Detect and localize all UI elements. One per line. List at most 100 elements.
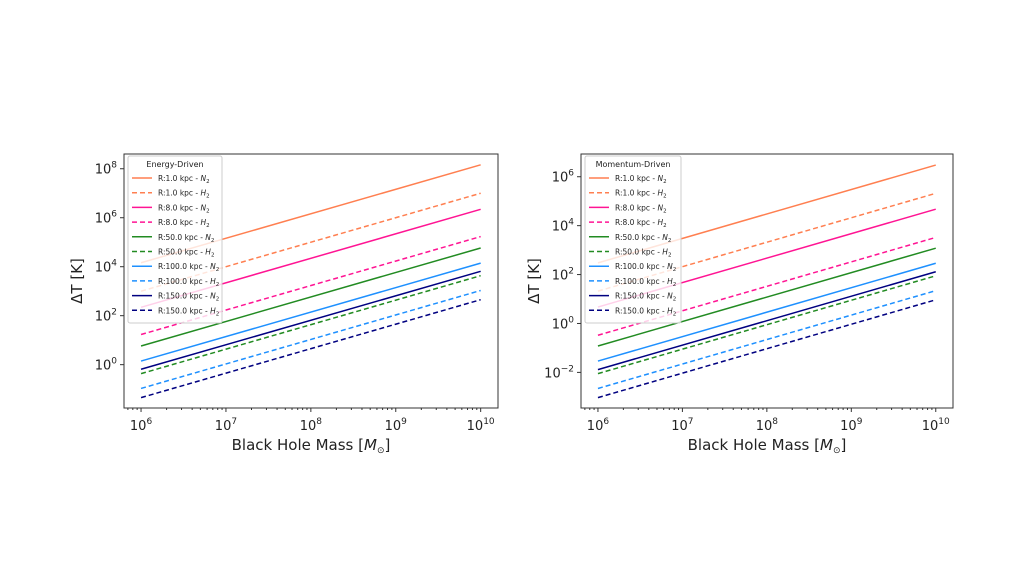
tick-exponent: 9 [401,417,407,427]
x-tick-label: 106 [587,417,610,434]
legend-sub: 2 [216,311,220,317]
tick-exponent: 4 [111,259,117,269]
legend-sub: 2 [668,253,672,259]
tick-exponent: 7 [688,417,694,427]
legend-gas: H [201,218,207,227]
tick-exponent: 8 [772,417,778,427]
legend-radius: R:50.0 kpc - [158,248,205,257]
legend-sub: 2 [206,179,210,185]
tick-base: 10 [544,366,561,381]
x-axis-label: Black Hole Mass [M⊙] [688,436,847,456]
legend-sub: 2 [663,194,667,200]
y-tick-label: 102 [95,308,117,325]
legend-gas: H [667,306,673,315]
legend-gas: H [662,248,668,257]
legend-entry: R:150.0 kpc - N2 [158,292,219,303]
series-line-r-100-0-kpc-n2 [140,262,481,362]
legend-sub: 2 [673,297,677,303]
legend-entry: R:50.0 kpc - N2 [615,233,671,244]
legend-entry: R:1.0 kpc - H2 [158,189,210,200]
y-tick-label: 104 [95,259,118,276]
legend-radius: R:50.0 kpc - [615,248,662,257]
legend-radius: R:1.0 kpc - [615,189,658,198]
x-label-text: Black Hole Mass [ [232,436,364,454]
series-line-r-50-0-kpc-h2 [597,275,936,375]
tick-exponent: 9 [857,417,863,427]
legend-entry: R:1.0 kpc - N2 [158,174,210,185]
x-axis-label: Black Hole Mass [M⊙] [232,436,391,456]
y-axis-label: ΔT [K] [68,258,86,304]
legend-gas: H [205,248,211,257]
tick-base: 10 [130,419,147,434]
y-tick-label: 100 [552,315,575,332]
legend-radius: R:1.0 kpc - [615,174,658,183]
tick-exponent: 2 [568,267,574,277]
tick-exponent: 0 [568,315,574,325]
x-label-close: ] [385,436,391,454]
legend-entry: R:1.0 kpc - H2 [615,189,667,200]
legend-radius: R:100.0 kpc - [158,262,210,271]
tick-base: 10 [95,212,112,227]
legend-sub: 2 [216,267,220,273]
legend-entry: R:150.0 kpc - N2 [615,292,676,303]
tick-base: 10 [95,163,112,178]
tick-exponent: −2 [561,364,574,374]
legend-entry: R:50.0 kpc - H2 [615,248,671,259]
legend-sub: 2 [206,223,210,229]
legend-entry: R:8.0 kpc - N2 [615,203,667,214]
legend-radius: R:50.0 kpc - [615,233,662,242]
legend-gas: N [658,203,664,212]
x-tick-label: 109 [840,417,863,434]
tick-base: 10 [840,419,857,434]
legend-gas: N [662,233,668,242]
legend-gas: H [210,277,216,286]
legend-sub: 2 [673,282,677,288]
legend-sub: 2 [211,253,215,259]
tick-base: 10 [95,310,112,325]
x-label-sub: ⊙ [377,446,385,456]
legend-radius: R:8.0 kpc - [158,218,201,227]
tick-base: 10 [671,419,688,434]
legend-gas: N [658,174,664,183]
legend-gas: N [210,262,216,271]
legend-radius: R:8.0 kpc - [615,218,658,227]
legend-radius: R:1.0 kpc - [158,174,201,183]
y-tick-label: 106 [95,210,118,227]
legend-title: Energy-Driven [146,160,203,169]
x-tick-label: 1010 [467,417,495,434]
legend-entry: R:1.0 kpc - N2 [615,174,667,185]
tick-base: 10 [552,220,569,235]
legend-entry: R:50.0 kpc - H2 [158,248,214,259]
series-line-r-150-0-kpc-n2 [597,271,936,371]
tick-exponent: 0 [111,357,117,367]
x-tick-label: 107 [215,417,237,434]
y-tick-label: 104 [552,218,575,235]
tick-exponent: 6 [568,169,574,179]
legend-radius: R:50.0 kpc - [158,233,205,242]
legend-sub: 2 [673,311,677,317]
legend-radius: R:150.0 kpc - [158,306,210,315]
legend-radius: R:150.0 kpc - [615,292,667,301]
tick-exponent: 6 [603,417,609,427]
legend-entry: R:100.0 kpc - H2 [158,277,219,288]
legend-radius: R:150.0 kpc - [158,292,210,301]
legend-gas: H [658,189,664,198]
legend-sub: 2 [206,194,210,200]
tick-base: 10 [385,419,402,434]
series-line-r-50-0-kpc-n2 [597,247,936,347]
legend-sub: 2 [216,282,220,288]
series-line-r-150-0-kpc-h2 [597,299,936,399]
tick-exponent: 8 [111,161,117,171]
x-tick-label: 106 [130,417,153,434]
series-line-r-50-0-kpc-h2 [140,274,481,375]
legend-sub: 2 [668,238,672,244]
tick-exponent: 8 [316,417,322,427]
x-label-unit: M [820,436,833,454]
tick-base: 10 [215,419,232,434]
tick-exponent: 7 [231,417,237,427]
series-line-r-100-0-kpc-n2 [597,262,936,362]
tick-base: 10 [922,419,939,434]
